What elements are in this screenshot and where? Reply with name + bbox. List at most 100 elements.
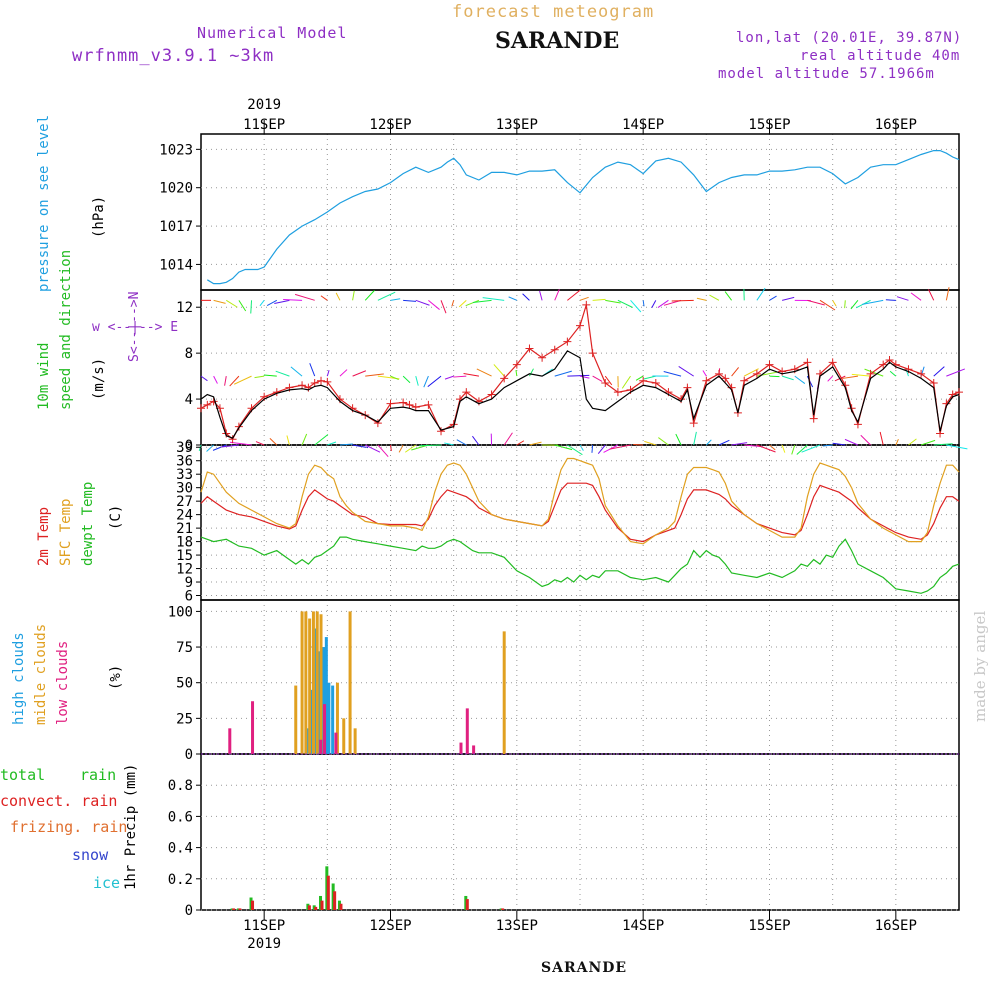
wind-barb xyxy=(920,439,936,446)
precip-bar xyxy=(333,891,337,910)
wind-barb xyxy=(220,444,239,448)
wind-barb xyxy=(451,300,455,307)
wind-barb xyxy=(377,291,396,301)
wind-barb xyxy=(364,290,375,301)
real-altitude: real altitude 40m xyxy=(800,48,961,64)
cloud-bar xyxy=(305,728,309,754)
wind-barb xyxy=(255,441,265,446)
wind-barb xyxy=(290,366,303,377)
wind-barb xyxy=(807,299,825,306)
pressure-ylabel: pressure on see level xyxy=(36,115,52,292)
wind-barb xyxy=(864,368,884,377)
wind-barb xyxy=(675,433,682,446)
wind-barb xyxy=(592,375,603,382)
wind-barb xyxy=(206,444,214,452)
model-label: Numerical Model xyxy=(197,24,348,42)
cloud-bar xyxy=(294,685,298,754)
pressure-axis-tick-label: 1017 xyxy=(159,219,193,235)
cloud-bar xyxy=(348,611,352,754)
wind-barb xyxy=(851,373,871,377)
wind-barb xyxy=(731,442,748,446)
wind-barb xyxy=(522,293,530,301)
wind-barb xyxy=(515,370,518,377)
top-day-label: 11SEP xyxy=(243,117,285,133)
wind-marker xyxy=(500,374,509,383)
cloud-ylabel-line: midle clouds xyxy=(33,624,49,725)
wind-barb xyxy=(832,300,837,307)
wind-marker xyxy=(310,379,319,387)
wind-barb xyxy=(928,289,935,301)
wind-barb xyxy=(908,438,917,446)
wind-marker xyxy=(929,379,938,387)
wind-barb xyxy=(630,300,642,313)
wind-marker xyxy=(651,379,660,387)
wind-barb xyxy=(579,296,589,301)
wind-barb xyxy=(320,295,328,301)
temp-axis-tick-label: 9 xyxy=(185,575,193,591)
cloud-bar xyxy=(228,728,232,754)
wind-marker xyxy=(424,400,433,409)
temp-unit: (C) xyxy=(108,505,124,530)
wind-marker xyxy=(752,369,761,378)
temp-line-0 xyxy=(200,482,960,543)
wind-marker xyxy=(639,376,648,385)
wind-marker xyxy=(866,369,875,378)
bottom-day-label: 15SEP xyxy=(748,918,790,934)
pressure-axis-tick-label: 1023 xyxy=(159,142,193,158)
cloud-bar xyxy=(304,611,308,754)
wind-barb xyxy=(339,443,353,446)
wind-marker xyxy=(917,369,926,378)
wind-barb xyxy=(693,431,697,446)
wind-barb xyxy=(482,297,505,301)
temp-axis-tick-label: 27 xyxy=(176,494,193,510)
panel-pressure xyxy=(200,133,960,291)
wind-barb xyxy=(200,375,208,382)
temp-axis-tick-label: 39 xyxy=(176,440,193,456)
wind-barb xyxy=(444,375,454,380)
wind-marker xyxy=(765,360,774,369)
wind-barb xyxy=(933,443,953,446)
wind-barb xyxy=(945,287,950,301)
wind-marker xyxy=(203,400,212,409)
wind-barb xyxy=(238,300,247,312)
wind-compass-ns: S<--|-->N xyxy=(127,292,142,362)
wind-barb xyxy=(377,444,389,457)
precip-axis-tick-label: 0.8 xyxy=(168,778,193,794)
wind-marker xyxy=(386,399,395,408)
wind-barb xyxy=(633,443,644,446)
wind-barb xyxy=(402,375,411,384)
wind-barb xyxy=(844,300,846,309)
wind-barb xyxy=(635,375,644,381)
cloud-bar xyxy=(319,739,323,754)
station-name: SARANDE xyxy=(495,28,620,54)
wind-barb xyxy=(678,366,694,377)
wind-barb xyxy=(651,300,657,308)
wind-barb xyxy=(440,300,447,314)
cloud-axis-tick-label: 50 xyxy=(176,676,193,692)
cloud-ylabel-line: high clouds xyxy=(11,632,27,725)
precip-bar xyxy=(307,905,311,910)
wind-marker xyxy=(405,400,414,409)
wind-barb xyxy=(657,299,669,308)
cloud-bar xyxy=(353,728,357,754)
wind-barb xyxy=(398,444,404,453)
wind-marker xyxy=(582,300,591,309)
wind-barb xyxy=(756,444,776,453)
wind-barb xyxy=(663,370,682,377)
wind-barb xyxy=(862,299,884,305)
wind-barb xyxy=(744,368,759,377)
cloud-bar xyxy=(472,745,476,754)
wind-barb xyxy=(229,375,240,387)
pressure-line xyxy=(206,150,960,285)
temp-ylabel-line: SFC Temp xyxy=(58,499,74,566)
cloud-bar xyxy=(322,647,326,754)
wind-barb xyxy=(844,438,859,446)
wind-barb xyxy=(493,364,505,377)
wind-barb xyxy=(860,434,871,446)
precip-bar xyxy=(320,900,324,910)
model-version: wrfnmm_v3.9.1 ~3km xyxy=(72,46,275,66)
wind-barb xyxy=(294,293,315,301)
wind-barb xyxy=(456,439,467,446)
wind-marker xyxy=(323,377,332,386)
precip-axis-tick-label: 0.6 xyxy=(168,809,193,825)
